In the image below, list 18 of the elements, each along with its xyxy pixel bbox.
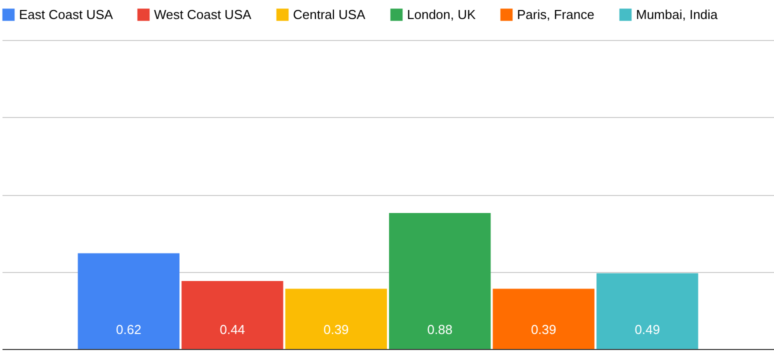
legend-label: London, UK: [407, 6, 476, 22]
data-label: 0.39: [323, 322, 349, 337]
legend-label: East Coast USA: [19, 6, 114, 22]
legend-label: Central USA: [293, 6, 366, 22]
data-label: 0.88: [427, 322, 453, 337]
data-label: 0.49: [634, 322, 660, 337]
bar: [492, 288, 594, 349]
data-label: 0.62: [116, 322, 142, 337]
bar: [78, 253, 180, 349]
bar: [596, 273, 698, 349]
legend-label: Paris, France: [517, 6, 594, 22]
bar: [389, 213, 491, 349]
data-label: 0.44: [220, 322, 246, 337]
legend-label: West Coast USA: [154, 6, 252, 22]
data-label: 0.39: [530, 322, 556, 337]
legend-label: Mumbai, India: [636, 6, 718, 22]
bar: [182, 281, 284, 349]
bar: [285, 288, 387, 349]
